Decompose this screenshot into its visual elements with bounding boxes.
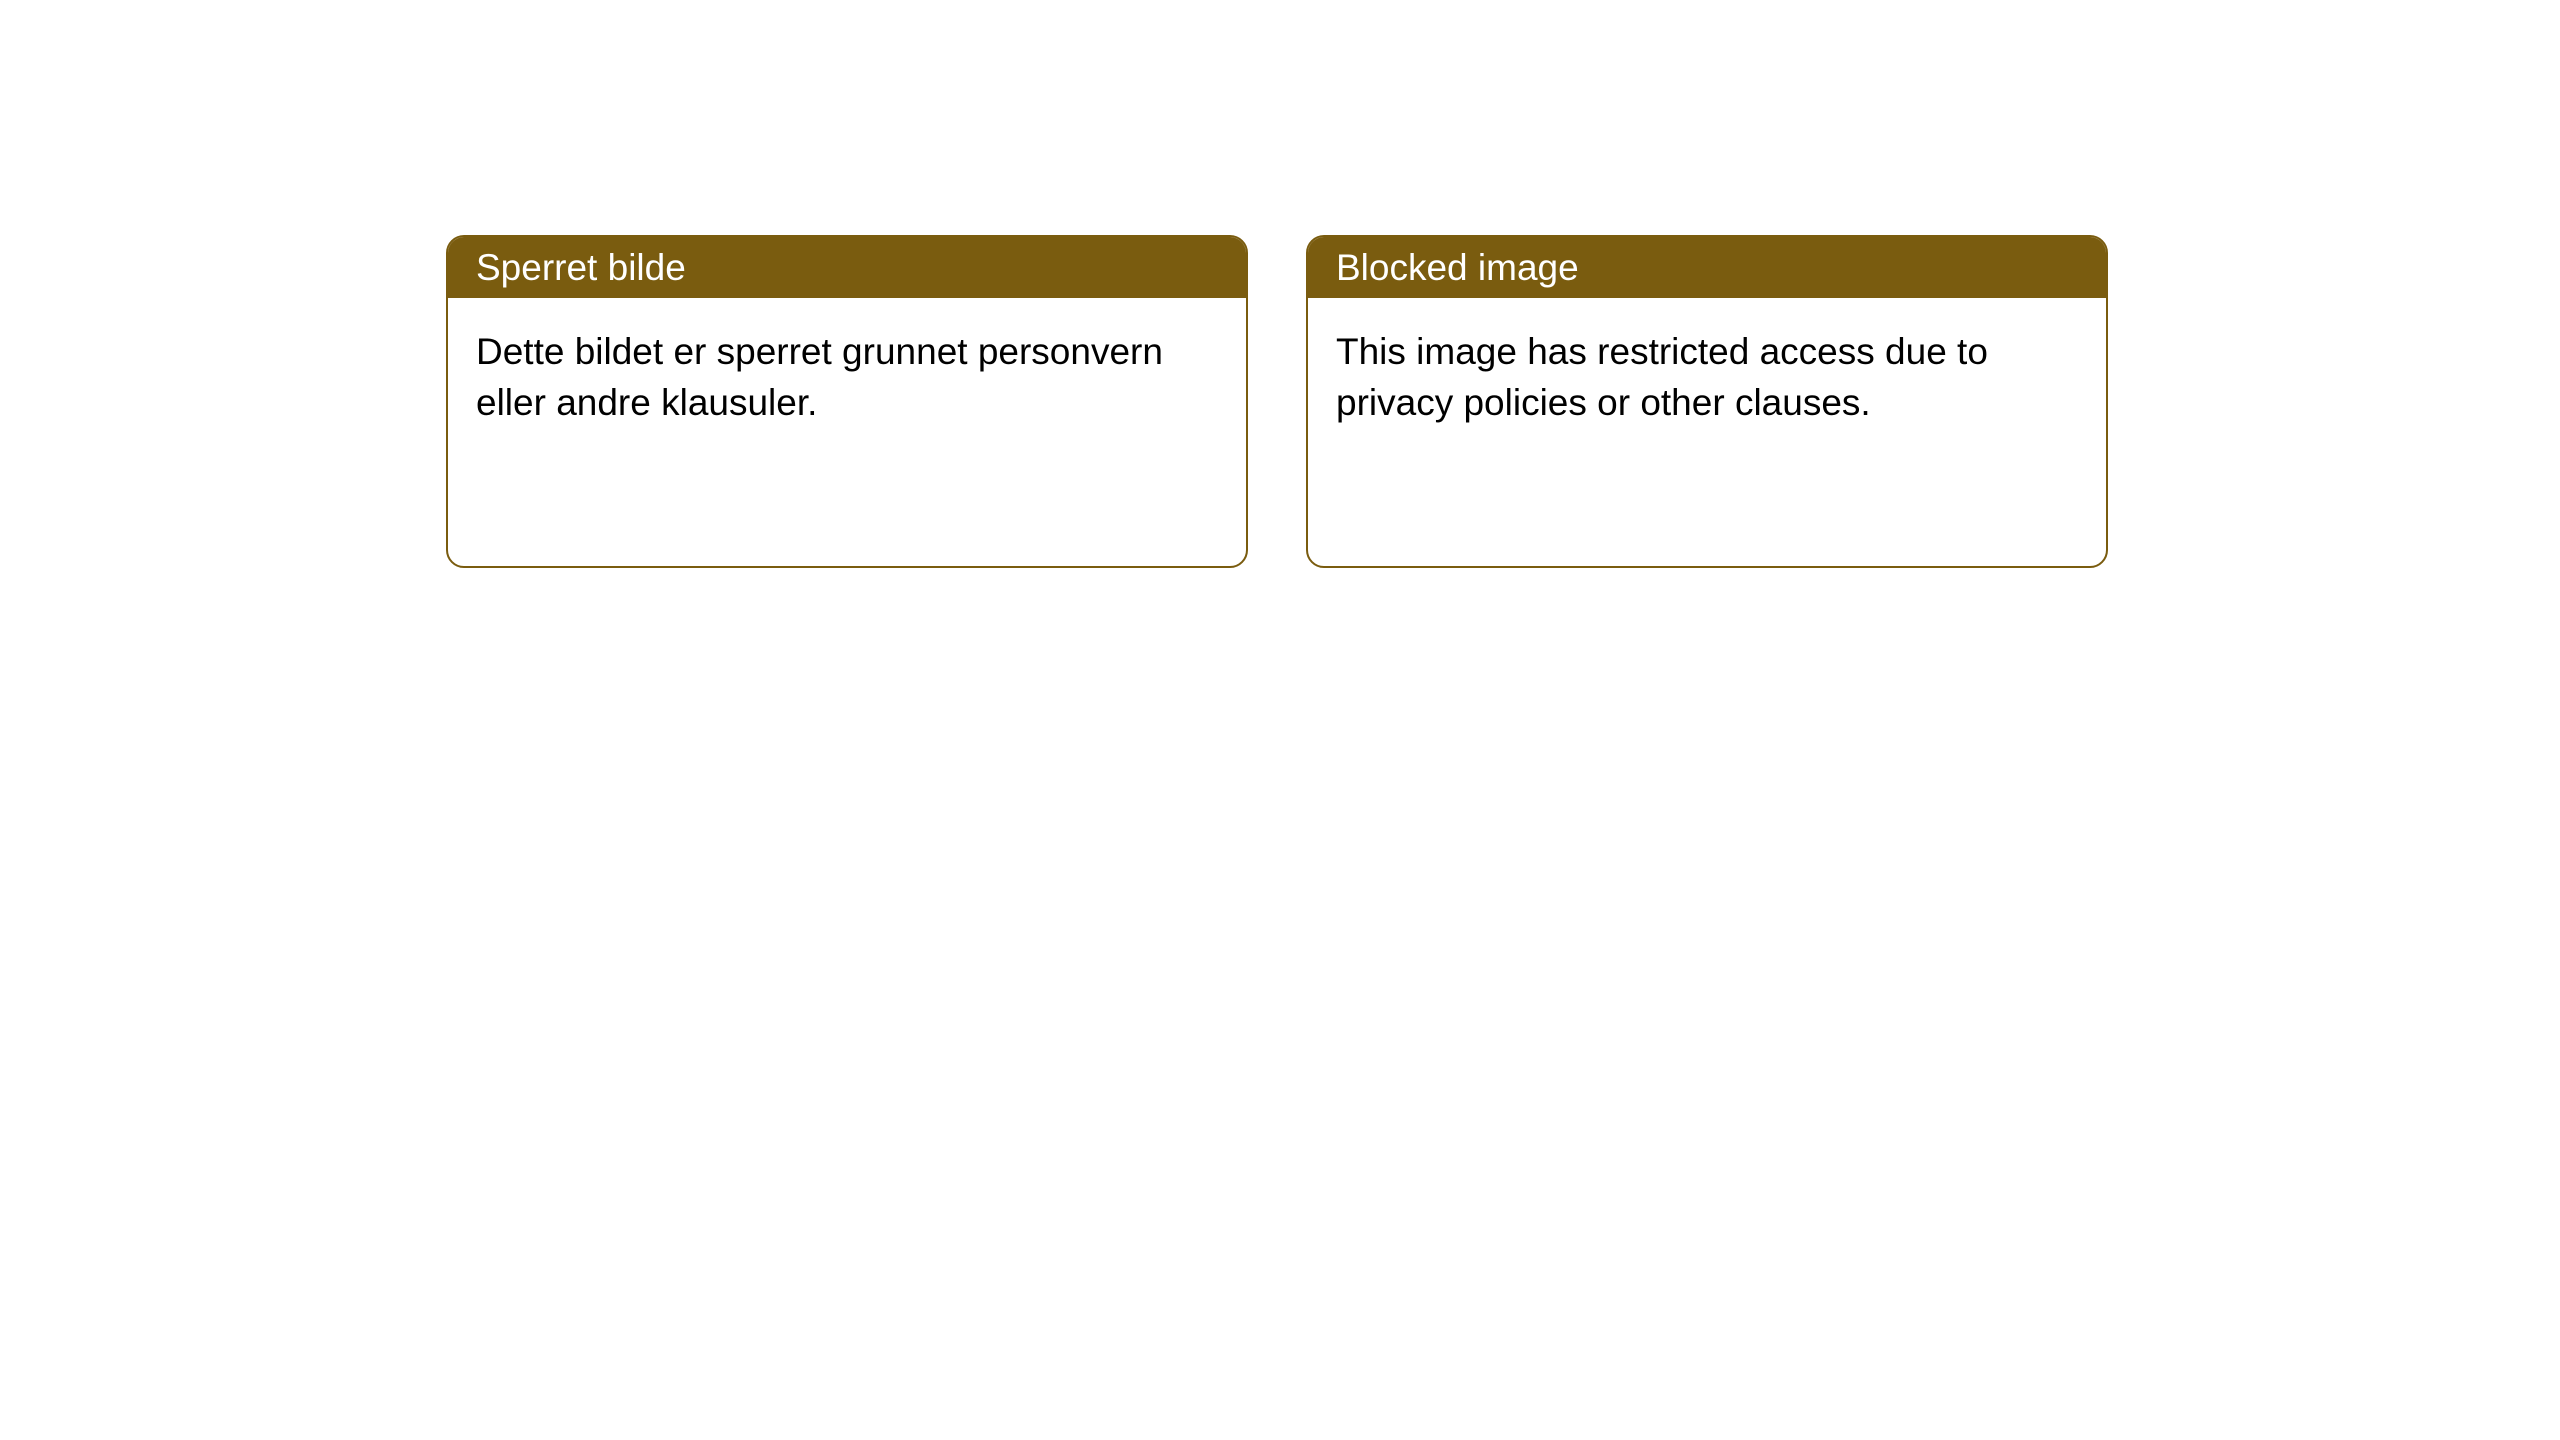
card-body-text: Dette bildet er sperret grunnet personve… — [476, 331, 1163, 423]
card-title: Blocked image — [1336, 247, 1579, 289]
card-header: Sperret bilde — [448, 237, 1246, 298]
notice-cards-container: Sperret bilde Dette bildet er sperret gr… — [446, 235, 2108, 568]
card-body: Dette bildet er sperret grunnet personve… — [448, 298, 1246, 456]
card-title: Sperret bilde — [476, 247, 686, 289]
notice-card-norwegian: Sperret bilde Dette bildet er sperret gr… — [446, 235, 1248, 568]
card-header: Blocked image — [1308, 237, 2106, 298]
notice-card-english: Blocked image This image has restricted … — [1306, 235, 2108, 568]
card-body-text: This image has restricted access due to … — [1336, 331, 1988, 423]
card-body: This image has restricted access due to … — [1308, 298, 2106, 456]
